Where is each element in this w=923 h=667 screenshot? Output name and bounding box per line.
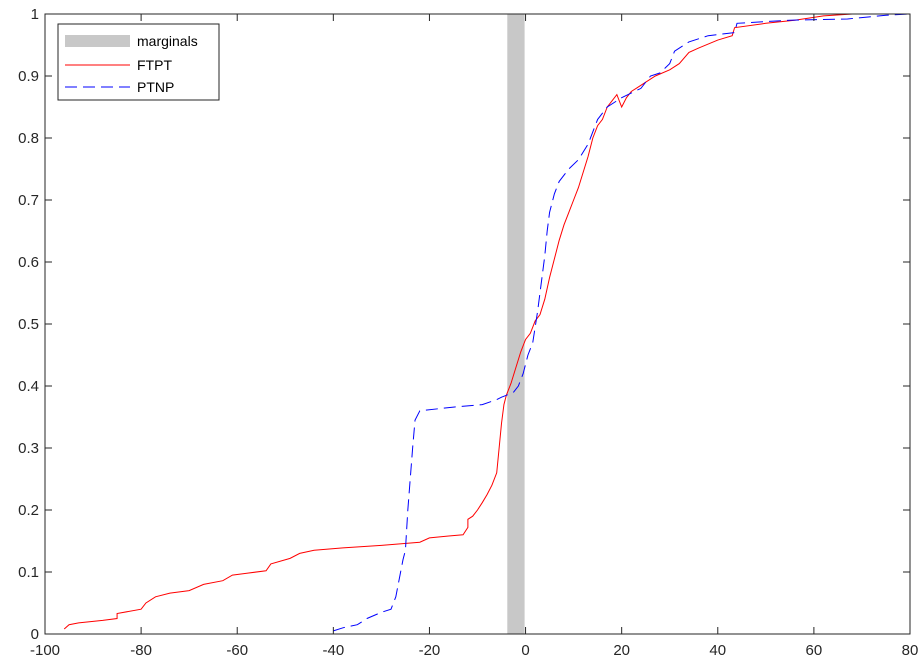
x-tick-label: 40 <box>709 642 726 659</box>
x-tick-label: 60 <box>806 642 823 659</box>
y-tick-label: 0.5 <box>18 316 39 333</box>
legend-ptnp-label: PTNP <box>137 79 174 95</box>
y-tick-label: 0.8 <box>18 130 39 147</box>
x-tick-label: -60 <box>226 642 248 659</box>
x-tick-label: 0 <box>521 642 529 659</box>
legend-ftpt-label: FTPT <box>137 57 172 73</box>
legend-marginals-swatch <box>65 35 130 47</box>
axis-ticks: -100 -80 -60 -40 -20 0 20 40 60 80 0 0.1 0.2 0.3 0.4 0.… <box>18 6 918 659</box>
legend-marginals-label: marginals <box>137 33 198 49</box>
x-tick-label: 80 <box>902 642 919 659</box>
y-tick-label: 0 <box>31 626 39 643</box>
x-tick-label: -40 <box>322 642 344 659</box>
y-tick-label: 0.3 <box>18 440 39 457</box>
y-tick-label: 1 <box>31 6 39 23</box>
series-ptnp-line <box>333 13 911 632</box>
x-tick-label: 20 <box>613 642 630 659</box>
y-tick-label: 0.2 <box>18 502 39 519</box>
y-tick-label: 0.9 <box>18 68 39 85</box>
x-tick-label: -80 <box>130 642 152 659</box>
plot-area <box>63 13 911 634</box>
x-tick-label: -20 <box>419 642 441 659</box>
x-tick-label: -100 <box>30 642 60 659</box>
marginals-band <box>507 14 525 634</box>
y-tick-label: 0.1 <box>18 564 39 581</box>
y-tick-label: 0.4 <box>18 378 39 395</box>
y-tick-label: 0.6 <box>18 254 39 271</box>
legend: marginals FTPT PTNP <box>57 23 220 101</box>
y-tick-label: 0.7 <box>18 192 39 209</box>
